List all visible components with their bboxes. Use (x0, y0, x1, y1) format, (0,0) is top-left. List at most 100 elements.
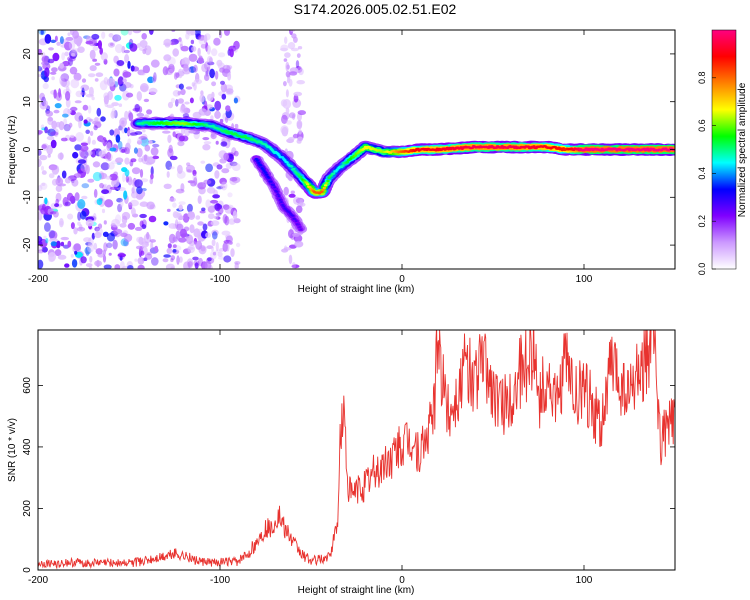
secondary-branch-blob (263, 170, 266, 172)
noise-blob (143, 257, 148, 262)
noise-blob (81, 195, 88, 200)
noise-blob (94, 78, 99, 82)
noise-blob (48, 173, 55, 179)
noise-blob (151, 257, 159, 266)
noise-blob (206, 55, 213, 64)
noise-blob (170, 255, 176, 261)
noise-blob (221, 168, 230, 174)
noise-blob (224, 206, 233, 214)
noise-blob (47, 128, 56, 137)
secondary-branch-blob (298, 226, 301, 229)
secondary-branch-blob (265, 173, 268, 176)
noise-blob (230, 248, 235, 258)
noise-blob (51, 76, 55, 81)
noise-blob (98, 150, 106, 157)
noise-blob (167, 101, 174, 109)
noise-blob (220, 83, 228, 93)
noise-blob (123, 82, 132, 89)
noise-blob (202, 137, 210, 141)
noise-blob (93, 242, 98, 250)
noise-blob (74, 250, 78, 255)
noise-blob (111, 218, 120, 228)
noise-blob (221, 93, 227, 100)
secondary-branch-blob (275, 190, 279, 193)
noise-blob (134, 258, 138, 262)
noise-blob (85, 40, 94, 45)
noise-blob (114, 94, 122, 101)
noise-blob (162, 258, 169, 263)
noise-blob (179, 228, 187, 238)
noise-blob (297, 136, 303, 142)
ridge-blob (290, 165, 294, 168)
noise-blob (285, 71, 291, 78)
noise-blob (73, 243, 81, 252)
noise-blob (87, 136, 91, 145)
noise-blob (149, 239, 156, 243)
noise-blob (233, 150, 239, 157)
noise-blob (214, 203, 221, 212)
secondary-branch-blob (299, 228, 303, 231)
noise-blob (290, 47, 299, 52)
noise-blob (193, 177, 198, 186)
noise-blob (95, 72, 104, 77)
noise-blob (288, 193, 296, 198)
noise-blob (120, 260, 125, 269)
noise-blob (223, 152, 229, 161)
noise-blob (195, 240, 203, 250)
noise-blob (91, 37, 98, 47)
noise-blob (41, 204, 46, 211)
secondary-branch-blob (276, 193, 280, 196)
noise-blob (207, 205, 216, 213)
noise-blob (41, 61, 49, 66)
noise-blob (131, 66, 140, 72)
ridge-blob (292, 167, 296, 171)
noise-blob (138, 157, 143, 163)
noise-blob (91, 33, 100, 40)
noise-blob (166, 171, 170, 178)
noise-blob (61, 52, 65, 61)
noise-blob (177, 164, 183, 174)
noise-blob (220, 181, 228, 191)
noise-blob (163, 183, 172, 189)
noise-blob (195, 215, 201, 220)
noise-blob (38, 205, 45, 211)
noise-blob (89, 255, 93, 263)
noise-blob (182, 67, 192, 75)
noise-blob (87, 178, 95, 183)
noise-blob (294, 240, 304, 248)
noise-blob (291, 264, 300, 269)
noise-blob (213, 37, 221, 46)
snr-x-tick-label: 100 (576, 575, 593, 586)
noise-blob (69, 66, 78, 75)
noise-blob (110, 42, 114, 46)
noise-blob (139, 40, 148, 48)
noise-blob (60, 236, 69, 241)
noise-blob (233, 97, 238, 104)
noise-blob (116, 197, 123, 203)
noise-blob (97, 253, 105, 258)
noise-blob (49, 165, 58, 171)
noise-blob (103, 264, 112, 269)
noise-blob (153, 72, 157, 82)
noise-blob (176, 255, 180, 265)
noise-blob (60, 241, 65, 247)
snr-x-tick-label: 0 (399, 575, 405, 586)
noise-blob (283, 58, 288, 62)
noise-blob (186, 258, 194, 267)
secondary-branch-blob (272, 184, 275, 187)
noise-blob (233, 46, 238, 53)
noise-blob (64, 263, 70, 268)
noise-blob (57, 254, 67, 260)
noise-blob (93, 125, 98, 131)
noise-blob (64, 41, 73, 51)
noise-blob (198, 257, 203, 267)
noise-blob (177, 90, 182, 96)
noise-blob (136, 140, 143, 145)
noise-blob (81, 183, 90, 189)
noise-blob (204, 260, 212, 269)
snr-x-tick-label: -200 (28, 575, 48, 586)
noise-blob (122, 78, 127, 83)
noise-blob (187, 261, 193, 269)
noise-blob (54, 203, 60, 208)
noise-blob (47, 58, 55, 64)
